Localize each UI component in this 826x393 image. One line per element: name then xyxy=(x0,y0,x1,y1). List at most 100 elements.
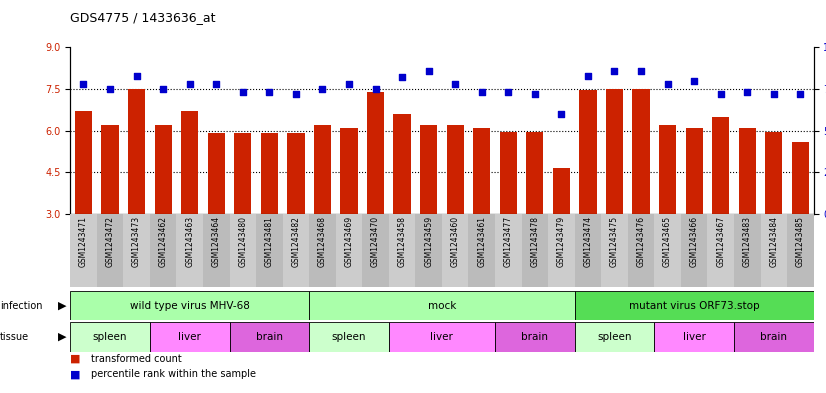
Point xyxy=(555,111,568,117)
Bar xyxy=(761,214,787,287)
Bar xyxy=(256,214,282,287)
Text: GDS4775 / 1433636_at: GDS4775 / 1433636_at xyxy=(70,11,216,24)
Text: GSM1243470: GSM1243470 xyxy=(371,217,380,268)
Text: GSM1243460: GSM1243460 xyxy=(451,217,460,268)
Text: GSM1243461: GSM1243461 xyxy=(477,217,487,267)
Text: brain: brain xyxy=(256,332,282,342)
Bar xyxy=(787,214,814,287)
Text: GSM1243476: GSM1243476 xyxy=(637,217,646,268)
Text: brain: brain xyxy=(521,332,548,342)
Point xyxy=(77,81,90,87)
Bar xyxy=(681,214,707,287)
Bar xyxy=(654,322,734,352)
Text: GSM1243478: GSM1243478 xyxy=(530,217,539,267)
Text: ▶: ▶ xyxy=(58,332,66,342)
Text: spleen: spleen xyxy=(332,332,366,342)
Text: GSM1243465: GSM1243465 xyxy=(663,217,672,268)
Text: GSM1243477: GSM1243477 xyxy=(504,217,513,268)
Bar xyxy=(340,128,358,214)
Bar xyxy=(181,111,198,214)
Text: GSM1243462: GSM1243462 xyxy=(159,217,168,267)
Bar xyxy=(234,134,251,214)
Bar xyxy=(415,214,442,287)
Bar xyxy=(70,322,150,352)
Bar xyxy=(314,125,331,214)
Bar xyxy=(553,168,570,214)
Text: GSM1243464: GSM1243464 xyxy=(211,217,221,268)
Text: GSM1243484: GSM1243484 xyxy=(769,217,778,267)
Bar xyxy=(389,322,495,352)
Bar xyxy=(605,89,623,214)
Point xyxy=(608,67,621,73)
Text: liver: liver xyxy=(178,332,201,342)
Point xyxy=(396,74,409,81)
Text: GSM1243479: GSM1243479 xyxy=(557,217,566,268)
Point xyxy=(130,72,143,79)
Bar xyxy=(526,132,544,214)
Bar xyxy=(309,291,575,320)
Point xyxy=(369,86,382,92)
Point xyxy=(475,89,488,95)
Text: GSM1243467: GSM1243467 xyxy=(716,217,725,268)
Bar xyxy=(102,125,119,214)
Bar xyxy=(335,214,363,287)
Bar xyxy=(734,322,814,352)
Bar xyxy=(579,90,596,214)
Bar xyxy=(128,89,145,214)
Text: transformed count: transformed count xyxy=(91,354,182,364)
Bar xyxy=(734,214,761,287)
Bar xyxy=(633,89,650,214)
Bar xyxy=(150,322,230,352)
Point xyxy=(501,89,515,95)
Bar xyxy=(207,134,225,214)
Bar xyxy=(367,92,384,214)
Point xyxy=(289,91,302,97)
Text: infection: infection xyxy=(0,301,42,310)
Bar xyxy=(473,128,491,214)
Bar xyxy=(70,291,309,320)
Bar xyxy=(575,322,654,352)
Bar xyxy=(123,214,150,287)
Bar xyxy=(712,117,729,214)
Bar xyxy=(420,125,437,214)
Bar xyxy=(287,134,305,214)
Text: GSM1243466: GSM1243466 xyxy=(690,217,699,268)
Bar xyxy=(230,322,309,352)
Point xyxy=(103,86,116,92)
Point xyxy=(794,91,807,97)
Bar xyxy=(442,214,468,287)
Bar xyxy=(500,132,517,214)
Bar xyxy=(707,214,734,287)
Bar xyxy=(495,322,575,352)
Text: mutant virus ORF73.stop: mutant virus ORF73.stop xyxy=(629,301,759,310)
Bar xyxy=(150,214,177,287)
Text: GSM1243483: GSM1243483 xyxy=(743,217,752,267)
Bar xyxy=(495,214,521,287)
Bar xyxy=(389,214,415,287)
Bar xyxy=(659,125,676,214)
Text: GSM1243481: GSM1243481 xyxy=(265,217,274,267)
Bar xyxy=(468,214,495,287)
Text: GSM1243471: GSM1243471 xyxy=(79,217,88,267)
Text: GSM1243480: GSM1243480 xyxy=(238,217,247,267)
Point xyxy=(183,81,197,87)
Point xyxy=(157,86,170,92)
Bar xyxy=(447,125,464,214)
Bar xyxy=(97,214,123,287)
Text: ▶: ▶ xyxy=(58,301,66,310)
Bar xyxy=(575,291,814,320)
Bar xyxy=(154,125,172,214)
Bar xyxy=(521,214,548,287)
Text: GSM1243473: GSM1243473 xyxy=(132,217,141,268)
Text: liver: liver xyxy=(683,332,705,342)
Point xyxy=(236,89,249,95)
Point xyxy=(210,81,223,87)
Point xyxy=(687,77,700,84)
Point xyxy=(741,89,754,95)
Text: ■: ■ xyxy=(70,354,81,364)
Point xyxy=(449,81,462,87)
Text: liver: liver xyxy=(430,332,453,342)
Point xyxy=(422,67,435,73)
Text: tissue: tissue xyxy=(0,332,29,342)
Text: GSM1243472: GSM1243472 xyxy=(106,217,115,267)
